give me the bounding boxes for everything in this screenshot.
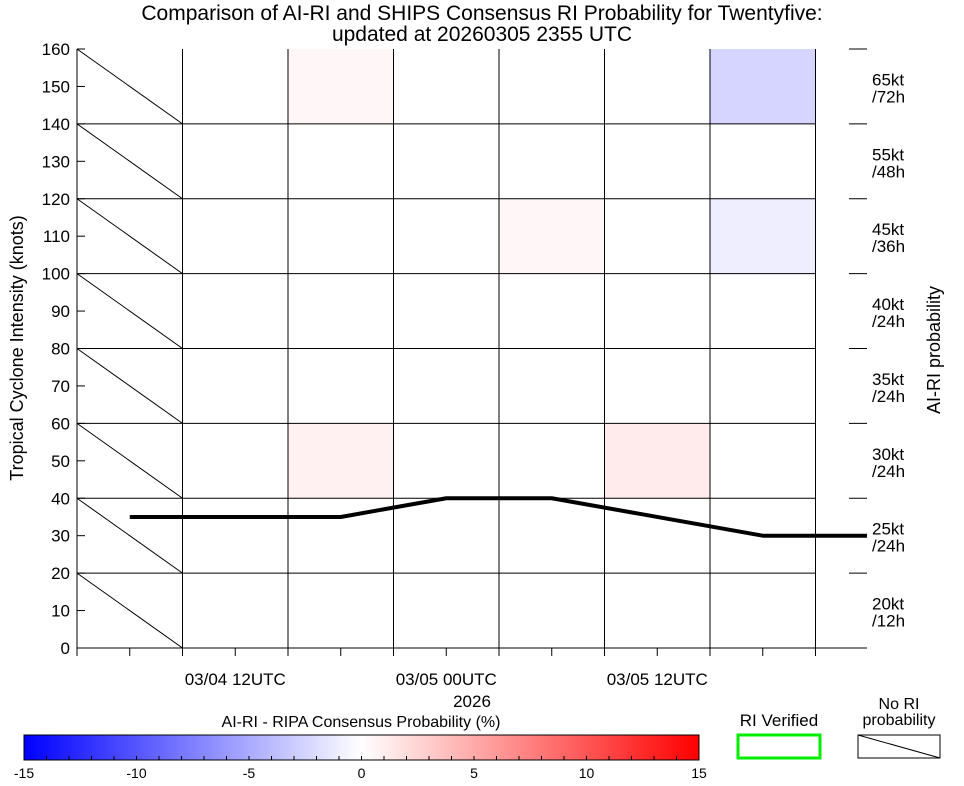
chart-title: Comparison of AI-RI and SHIPS Consensus …: [141, 2, 822, 25]
colorbar-tick-label: -5: [243, 765, 256, 781]
no-ri-label-line2: probability: [863, 712, 936, 729]
y-tick-label: 160: [42, 40, 70, 59]
colorbar-tick-label: 0: [358, 765, 366, 781]
threshold-label-window: /24h: [872, 387, 905, 406]
heatmap-cell: [499, 198, 605, 274]
no-probability-diagonal: [76, 348, 183, 424]
y-tick-label: 40: [51, 489, 70, 508]
y-tick-label: 70: [51, 377, 70, 396]
threshold-label: 20kt: [872, 595, 904, 614]
y-tick-label: 80: [51, 340, 70, 359]
threshold-label-window: /36h: [872, 237, 905, 256]
heatmap-cell: [604, 423, 710, 499]
y-tick-label: 140: [42, 115, 70, 134]
colorbar-tick-label: 10: [579, 765, 595, 781]
y-tick-label: 30: [51, 527, 70, 546]
colorbar-tick-label: 15: [691, 765, 707, 781]
threshold-label-window: /24h: [872, 312, 905, 331]
threshold-label: 45kt: [872, 220, 904, 239]
no-probability-diagonal: [76, 48, 183, 125]
y-tick-label: 150: [42, 77, 70, 96]
colorbar-tick-label: 5: [470, 765, 478, 781]
x-tick-label: 03/05 12UTC: [607, 670, 708, 689]
y-tick-label: 100: [42, 265, 70, 284]
heatmap-cell: [710, 49, 816, 124]
y-tick-label: 0: [61, 639, 70, 658]
no-ri-swatch: [857, 734, 941, 759]
y-tick-label: 50: [51, 452, 70, 471]
threshold-label: 55kt: [872, 145, 904, 164]
no-ri-label-line1: No RI: [879, 696, 920, 713]
no-probability-diagonal: [76, 198, 183, 275]
threshold-label-window: /24h: [872, 537, 905, 556]
ri-verified-swatch: [736, 733, 822, 760]
right-axis-label: AI-RI probability: [924, 286, 944, 414]
y-tick-label: 120: [42, 190, 70, 209]
threshold-label: 35kt: [872, 370, 904, 389]
threshold-label-window: /12h: [872, 612, 905, 631]
threshold-label-window: /48h: [872, 162, 905, 181]
heatmap-cell: [288, 49, 394, 124]
y-tick-label: 130: [42, 152, 70, 171]
heatmap-cell: [710, 198, 816, 274]
x-tick-label: 03/04 12UTC: [185, 670, 286, 689]
x-year-label: 2026: [453, 692, 491, 711]
y-axis-label: Tropical Cyclone Intensity (knots): [7, 215, 27, 480]
y-tick-label: 60: [51, 414, 70, 433]
intensity-line: [129, 496, 867, 538]
no-probability-diagonal: [76, 273, 183, 349]
threshold-label: 40kt: [872, 295, 904, 314]
chart-subtitle: updated at 20260305 2355 UTC: [332, 23, 632, 46]
threshold-label: 30kt: [872, 445, 904, 464]
no-probability-diagonal: [76, 497, 183, 574]
ri-verified-label: RI Verified: [740, 711, 818, 730]
x-tick-label: 03/05 00UTC: [396, 670, 497, 689]
threshold-label-window: /72h: [872, 87, 905, 106]
threshold-label: 65kt: [872, 70, 904, 89]
threshold-label: 25kt: [872, 520, 904, 539]
colorbar-title: AI-RI - RIPA Consensus Probability (%): [222, 714, 501, 731]
no-ri-swatch-diagonal: [857, 734, 941, 759]
y-tick-label: 20: [51, 564, 70, 583]
threshold-label-window: /24h: [872, 462, 905, 481]
colorbar-tick-label: -10: [126, 765, 146, 781]
y-tick-label: 90: [51, 302, 70, 321]
no-probability-diagonal: [76, 123, 183, 200]
y-tick-label: 10: [51, 602, 70, 621]
y-tick-label: 110: [43, 227, 70, 246]
colorbar-tick-label: -15: [14, 765, 34, 781]
heatmap-cell: [288, 423, 394, 499]
no-probability-diagonal: [76, 422, 183, 499]
no-probability-diagonal: [76, 572, 183, 649]
